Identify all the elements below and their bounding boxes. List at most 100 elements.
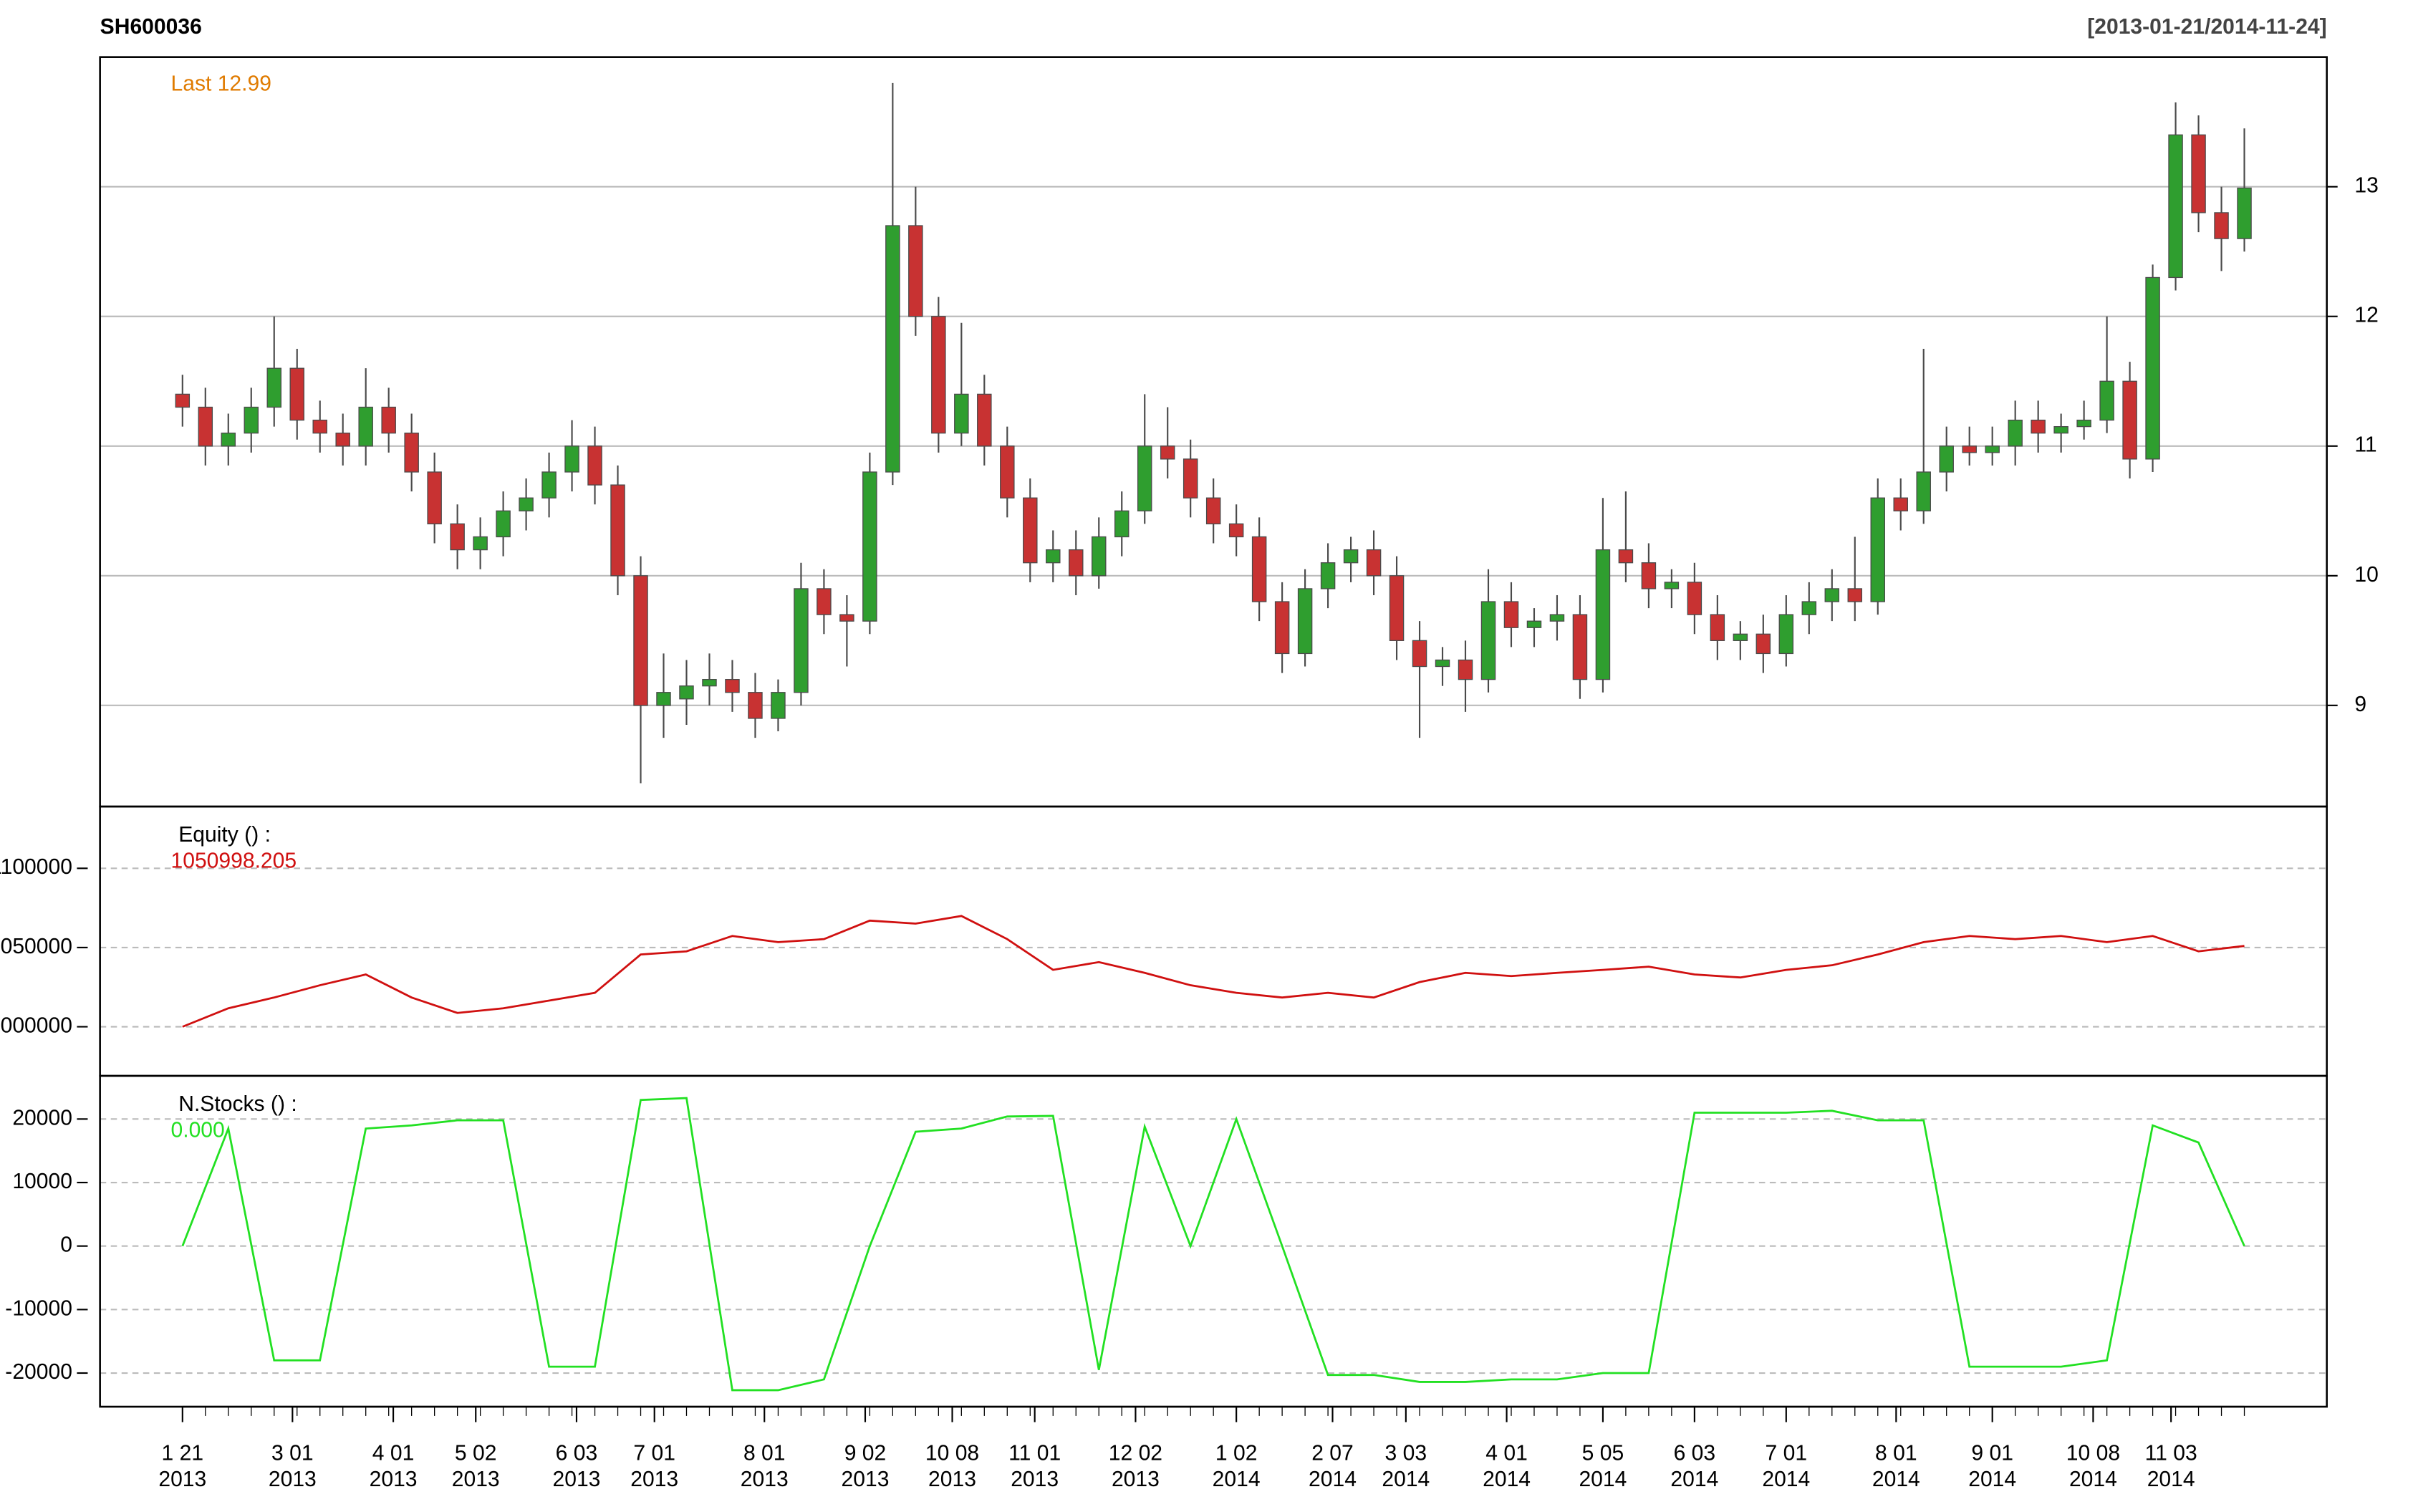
candle-body <box>679 685 694 700</box>
x-tick-label: 5 05 2014 <box>1579 1442 1627 1492</box>
y-tick-label: 13 <box>2354 174 2378 198</box>
candle-body <box>404 433 419 473</box>
x-tick-label: 4 01 2013 <box>370 1442 418 1492</box>
panel-label: N.Stocks () : <box>178 1092 297 1116</box>
x-tick-label: 2 07 2014 <box>1309 1442 1357 1492</box>
panel-frame <box>99 805 2328 1077</box>
candle-body <box>1046 549 1061 564</box>
candle-body <box>1916 471 1931 511</box>
candle-body <box>908 225 923 317</box>
candle-body <box>1801 601 1817 615</box>
x-tick-label: 3 01 2013 <box>269 1442 317 1492</box>
candle-body <box>725 678 740 693</box>
candle-body <box>931 316 946 434</box>
candle-body <box>2076 419 2091 428</box>
candle-body <box>587 446 602 486</box>
candle-body <box>771 692 786 719</box>
candle-body <box>1251 536 1267 602</box>
candle-body <box>1755 633 1771 655</box>
candle-body <box>1595 549 1611 680</box>
candle-body <box>1618 549 1634 564</box>
x-tick-label: 8 01 2014 <box>1872 1442 1920 1492</box>
y-tick-label: 10000 <box>12 1170 72 1193</box>
candle-body <box>427 471 442 525</box>
candle-body <box>312 419 327 434</box>
candle-body <box>1641 562 1657 589</box>
candle-body <box>1114 510 1130 538</box>
candle-body <box>1778 614 1794 655</box>
y-tick-label: 12 <box>2354 304 2378 327</box>
candle-body <box>2008 419 2023 447</box>
candle-body <box>1526 620 1542 628</box>
line-series <box>182 915 2245 1028</box>
y-tick-label: 1100000 <box>0 855 72 879</box>
candle-body <box>1549 614 1565 622</box>
candle-body <box>1228 523 1244 538</box>
candle-body <box>1480 601 1496 680</box>
candle-body <box>2053 425 2068 434</box>
candle-body <box>1205 497 1221 525</box>
candle-body <box>1091 536 1107 577</box>
candle-body <box>610 484 625 577</box>
x-tick-label: 10 08 2014 <box>2066 1442 2120 1492</box>
candle-body <box>839 614 854 622</box>
candle-body <box>266 367 281 408</box>
candle-body <box>2145 276 2160 460</box>
candle-body <box>496 510 511 538</box>
candle-body <box>1710 614 1725 641</box>
candle-body <box>1962 446 1977 453</box>
x-tick-label: 12 02 2013 <box>1109 1442 1162 1492</box>
candle-body <box>817 588 832 615</box>
y-tick-label: -20000 <box>5 1360 72 1384</box>
candle-body <box>175 393 191 408</box>
candle-body <box>1160 446 1175 460</box>
candle-body <box>977 393 992 447</box>
candle-body <box>1664 582 1680 589</box>
candle-body <box>1320 562 1336 589</box>
candle-body <box>2191 134 2206 213</box>
x-tick-label: 8 01 2013 <box>741 1442 789 1492</box>
candle-body <box>702 678 717 687</box>
candle-body <box>1985 446 2000 453</box>
candle-body <box>2214 212 2229 239</box>
candle-body <box>1824 588 1840 602</box>
candle-body <box>1137 446 1152 511</box>
x-tick-label: 9 01 2014 <box>1968 1442 2016 1492</box>
candle-body <box>633 575 648 706</box>
x-tick-label: 11 01 2013 <box>1008 1442 1061 1492</box>
candle-body <box>1847 588 1863 602</box>
y-tick-label: 20000 <box>12 1106 72 1130</box>
y-tick-label: 1050000 <box>0 935 72 958</box>
candle-body <box>1458 659 1473 680</box>
y-tick-label: -10000 <box>5 1296 72 1320</box>
y-tick-label: 10 <box>2354 563 2378 587</box>
y-tick-label: 11 <box>2354 433 2376 457</box>
date-range: [2013-01-21/2014-11-24] <box>2087 15 2326 39</box>
candle-body <box>1572 614 1588 680</box>
x-tick-label: 7 01 2014 <box>1762 1442 1810 1492</box>
x-tick-label: 3 03 2014 <box>1382 1442 1430 1492</box>
candle-body <box>519 497 534 511</box>
candle-body <box>1069 549 1084 577</box>
candle-body <box>1687 582 1702 615</box>
candle-body <box>2122 380 2137 460</box>
x-tick-label: 5 02 2013 <box>452 1442 500 1492</box>
candle-body <box>1412 640 1427 668</box>
y-tick-label: 9 <box>2354 693 2366 716</box>
x-tick-label: 4 01 2014 <box>1483 1442 1531 1492</box>
x-tick-label: 7 01 2013 <box>630 1442 678 1492</box>
y-tick-label: 0 <box>60 1233 72 1257</box>
chart-title: SH600036 <box>100 15 202 39</box>
candle-body <box>244 406 259 434</box>
candle-body <box>541 471 557 499</box>
last-label: Last 12.99 <box>170 72 271 95</box>
candle-body <box>198 406 213 447</box>
candle-body <box>1733 633 1748 641</box>
candle-body <box>794 588 809 693</box>
candle-body <box>656 692 671 706</box>
candle-body <box>1183 458 1198 499</box>
candle-body <box>2237 187 2252 239</box>
x-tick-label: 1 02 2014 <box>1213 1442 1261 1492</box>
x-tick-label: 6 03 2014 <box>1670 1442 1718 1492</box>
candle-body <box>1939 446 1954 473</box>
